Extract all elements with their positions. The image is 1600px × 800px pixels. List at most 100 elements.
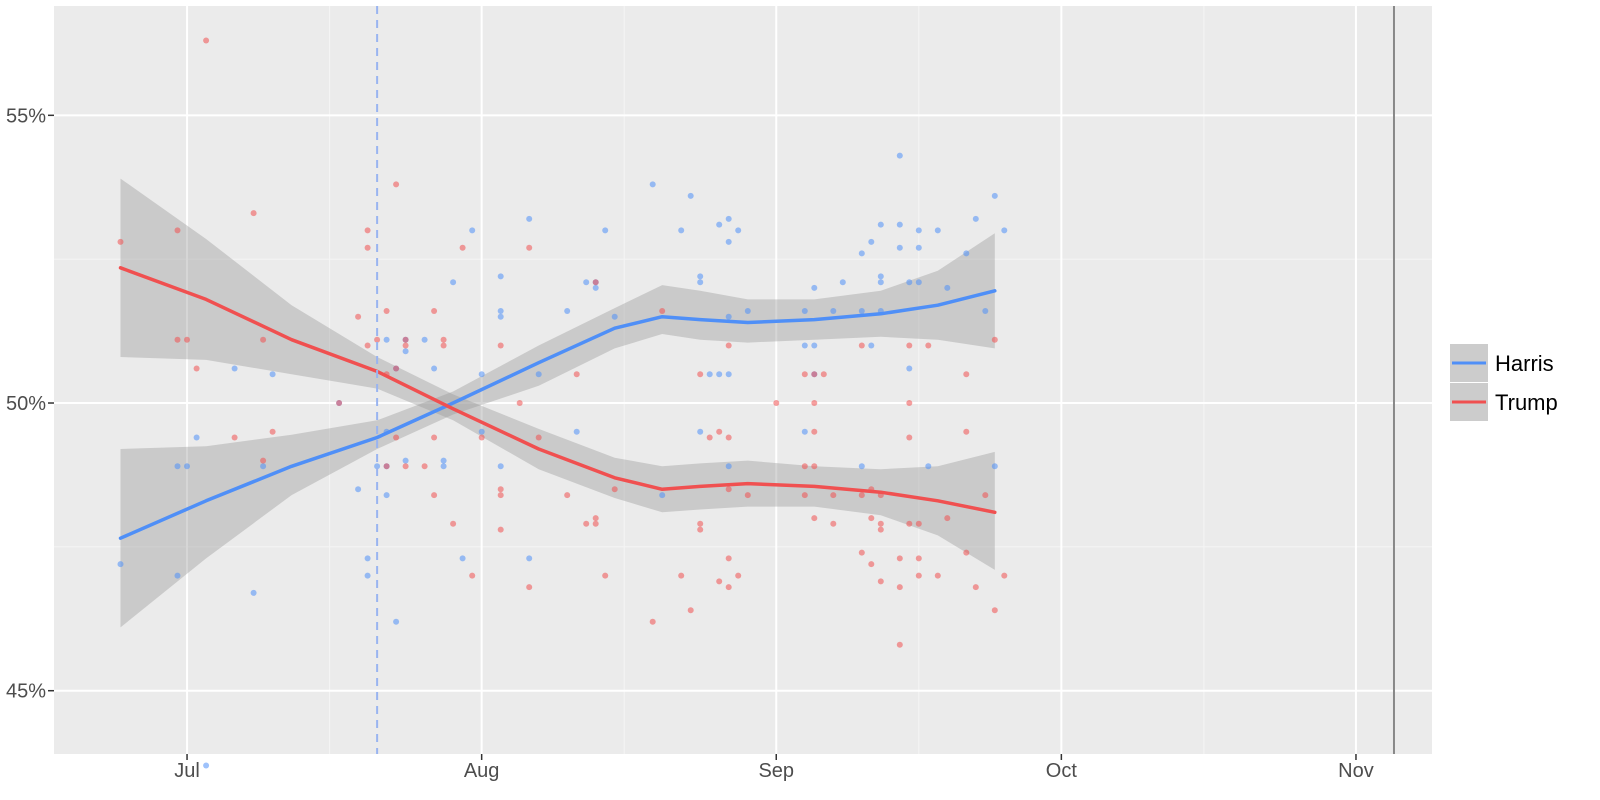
poll-point-trump [374, 336, 381, 343]
poll-point-trump [706, 434, 713, 441]
poll-point-trump [440, 336, 447, 343]
poll-point-harris [478, 428, 485, 435]
poll-point-trump [1001, 572, 1008, 579]
poll-point-trump [934, 572, 941, 579]
poll-point-trump [364, 227, 371, 234]
confidence-band-harris [120, 233, 995, 628]
poll-point-harris [725, 238, 732, 245]
poll-point-harris [659, 492, 666, 499]
poll-point-harris [915, 244, 922, 251]
poll-point-trump [393, 434, 400, 441]
poll-point-trump [991, 607, 998, 614]
poll-point-trump [896, 584, 903, 591]
poll-point-harris [868, 342, 875, 349]
poll-point-trump [811, 515, 818, 522]
poll-point-harris [602, 227, 609, 234]
confidence-bands [120, 178, 995, 628]
poll-point-harris [706, 371, 713, 378]
confidence-band-trump [120, 178, 995, 570]
poll-point-trump [383, 463, 390, 470]
poll-point-harris [858, 250, 865, 257]
poll-point-harris [687, 192, 694, 199]
poll-point-harris [877, 221, 884, 228]
poll-point-harris [716, 221, 723, 228]
poll-point-harris [497, 463, 504, 470]
poll-point-harris [193, 434, 200, 441]
poll-point-harris [374, 463, 381, 470]
poll-point-trump [906, 400, 913, 406]
poll-point-trump [725, 434, 732, 441]
poll-point-harris [184, 463, 190, 470]
poll-point-harris [526, 215, 533, 222]
poll-point-trump [431, 308, 438, 314]
poll-point-trump [193, 365, 200, 372]
poll-point-trump [355, 313, 362, 320]
poll-point-harris [497, 273, 504, 280]
poll-point-harris [811, 342, 818, 349]
poll-point-trump [678, 572, 685, 579]
poll-point-harris [260, 463, 267, 470]
trend-line-harris [118, 289, 997, 540]
x-tick-label-aug: Aug [464, 760, 500, 782]
poll-point-harris [231, 365, 238, 372]
poll-point-harris [355, 486, 362, 493]
x-tick-label-sep: Sep [758, 760, 794, 782]
x-tick-label-oct: Oct [1046, 760, 1078, 782]
poll-point-trump [877, 520, 884, 527]
poll-point-trump [269, 428, 276, 435]
poll-point-harris [383, 336, 390, 343]
poll-point-harris [269, 371, 276, 378]
poll-point-trump [602, 572, 609, 579]
poll-point-harris [877, 279, 884, 286]
poll-point-harris [497, 313, 504, 320]
y-tick-label-45: 45% [6, 681, 46, 703]
y-tick-label-55: 55% [6, 105, 46, 127]
poll-point-trump [811, 371, 818, 378]
poll-point-harris [402, 348, 409, 355]
poll-point-trump [896, 555, 903, 562]
poll-point-harris [697, 428, 704, 435]
poll-point-harris [697, 279, 704, 286]
poll-point-harris [725, 215, 732, 222]
poll-point-trump [393, 181, 400, 188]
poll-point-trump [963, 549, 970, 556]
poll-point-trump [526, 244, 533, 251]
poll-point-trump [611, 486, 618, 493]
poll-point-harris [839, 279, 846, 286]
poll-point-harris [678, 227, 685, 234]
poll-point-harris [868, 238, 875, 245]
poll-point-trump [801, 371, 808, 378]
poll-point-harris [431, 365, 438, 372]
poll-point-trump [431, 492, 438, 499]
poll-point-trump [830, 492, 837, 499]
poll-point-trump [364, 244, 371, 251]
poll-point-trump [906, 342, 913, 349]
poll-point-harris [725, 313, 732, 320]
poll-point-trump [858, 342, 865, 349]
poll-point-trump [773, 400, 780, 406]
poll-point-trump [963, 371, 970, 378]
poll-point-trump [877, 578, 884, 585]
poll-point-trump [469, 572, 476, 579]
poll-point-harris [858, 308, 865, 314]
poll-point-trump [725, 584, 732, 591]
poll-point-trump [735, 572, 742, 579]
poll-point-trump [184, 336, 190, 343]
poll-point-harris [896, 221, 903, 228]
poll-point-harris [469, 227, 476, 234]
legend: Harris Trump [1450, 344, 1558, 421]
poll-point-harris [450, 279, 457, 286]
poll-point-harris [364, 555, 371, 562]
poll-point-trump [811, 463, 818, 470]
poll-point-trump [858, 549, 865, 556]
poll-point-trump [697, 526, 704, 533]
poll-point-harris [592, 284, 599, 291]
poll-point-trump [906, 434, 913, 441]
reference-lines [376, 6, 1395, 754]
poll-point-harris [915, 227, 922, 234]
poll-point-trump [830, 520, 837, 527]
trend-lines [118, 266, 997, 540]
poll-point-harris [896, 244, 903, 251]
poll-point-trump [402, 336, 409, 343]
